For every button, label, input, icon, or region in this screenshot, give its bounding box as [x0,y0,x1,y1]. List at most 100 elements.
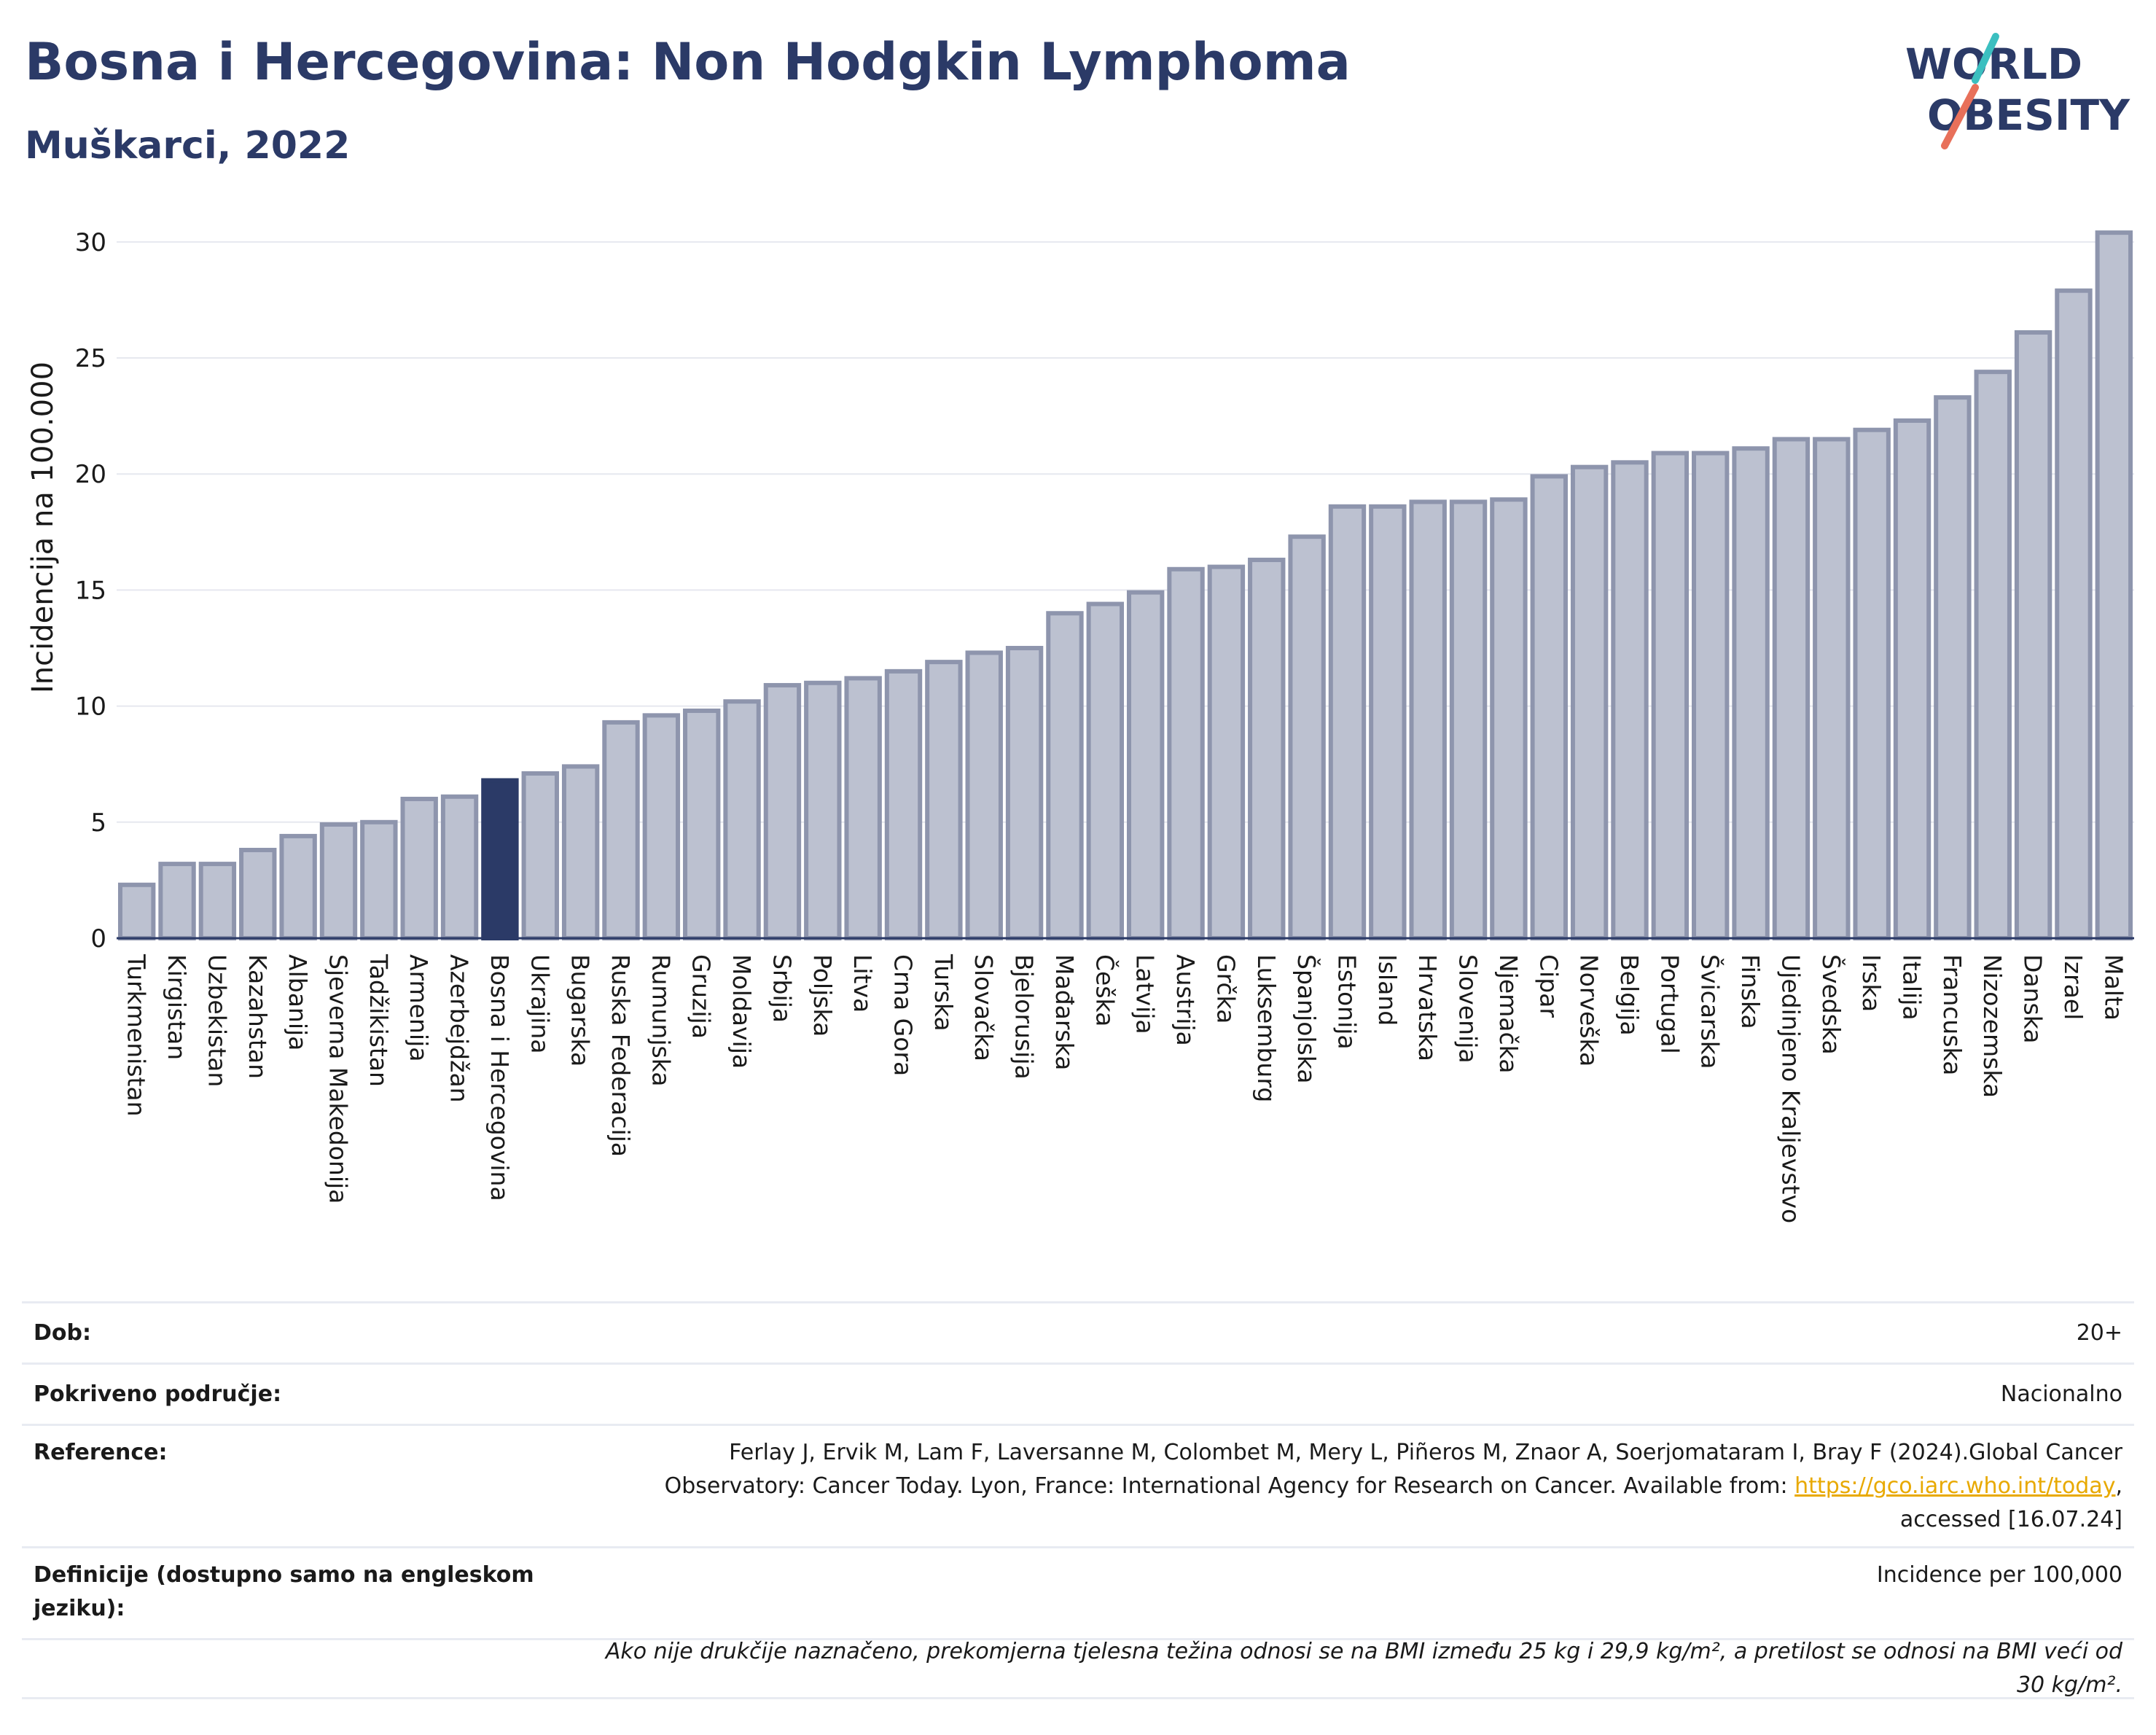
meta-row-note: Ako nije drukčije naznačeno, prekomjerna… [22,1638,2134,1699]
bar [884,668,923,941]
bar [400,796,438,941]
bar [844,676,882,940]
meta-reference-label: Reference: [34,1440,168,1465]
x-tick-label: Bjelorusija [1010,954,1039,1080]
x-tick-label: Austrija [1171,954,1200,1046]
bar [1409,499,1447,940]
x-tick-label: Armenija [405,954,433,1062]
bar [723,699,761,941]
reference-line-3: accessed [16.07.24] [1899,1507,2122,1532]
x-tick-labels: Turkmenistan Kirgistan Uzbekistan Kazahstan… [122,954,2128,1223]
x-tick-label: Belgija [1615,954,1644,1036]
bar [1934,395,1972,940]
logo-slash-coral [1941,84,1979,149]
meta-definitions-label: Definicije (dostupno samo na engleskom j… [34,1562,534,1621]
bar [1530,474,1568,940]
x-tick-label: Izrael [2059,954,2087,1020]
meta-note-text: Ako nije drukčije naznačeno, prekomjerna… [605,1639,2122,1698]
y-tick-label: 0 [90,924,106,954]
bar [1732,446,1770,940]
bar [1813,437,1851,940]
x-tick-label: Ujedinjeno Kraljevstvo [1776,954,1805,1223]
meta-definitions-value: Incidence per 100,000 [1876,1562,2122,1588]
x-tick-label: Latvija [1131,954,1160,1034]
bar [1893,418,1932,940]
reference-text: Observatory: Cancer Today. Lyon, France:… [664,1473,1795,1499]
meta-row-definitions: Definicije (dostupno samo na engleskom j… [22,1546,2134,1638]
y-tick-label: 15 [75,576,106,605]
x-tick-label: Kazahstan [243,954,272,1079]
bar [521,771,559,941]
x-tick-label: Nizozemska [1978,954,2007,1098]
x-tick-label: Turkmenistan [122,954,151,1117]
bar [1490,497,1528,940]
bar [1005,646,1044,940]
x-tick-label: Španjolska [1292,954,1321,1084]
x-tick-label: Grčka [1211,954,1240,1024]
bar [440,794,479,940]
meta-age-label: Dob: [34,1319,91,1346]
x-tick-label: Turska [929,954,958,1032]
x-tick-label: Danska [2019,954,2047,1044]
x-tick-label: Malta [2099,954,2128,1021]
x-tick-label: Crna Gora [889,954,918,1076]
x-tick-label: Albanija [284,954,312,1050]
bar [1772,437,1811,940]
bar [1207,564,1246,940]
x-tick-label: Poljska [808,954,837,1037]
x-tick-label: Slovenija [1454,954,1483,1064]
x-tick-label: Portugal [1655,954,1684,1054]
bar [117,882,156,941]
bar [561,764,600,940]
bar [198,862,237,940]
y-tick-label: 10 [75,693,106,722]
x-tick-label: Gruzija [687,954,716,1039]
x-tick-label: Bugarska [566,954,595,1067]
bar-highlight [481,778,519,941]
x-tick-label: Švicarska [1696,954,1725,1069]
bar [1369,504,1407,940]
x-tick-label: Italija [1898,954,1926,1021]
bar [1288,534,1326,940]
x-tick-label: Tadžikistan [364,954,393,1087]
x-tick-label: Azerbejdžan [445,954,474,1103]
bar [2014,330,2053,940]
x-tick-label: Švedska [1817,954,1846,1055]
x-tick-label: Finska [1736,954,1765,1029]
bar [1086,601,1125,940]
logo-slash-teal [1972,33,1999,84]
bar-chart: 0 5 10 15 20 25 30 Turkmenistan Kirgistan Uzbeki… [26,228,2134,1223]
reference-link[interactable]: https://gco.iarc.who.int/today [1794,1473,2116,1499]
x-tick-label: Sjeverna Makedonija [324,954,352,1204]
bar [1167,566,1205,940]
meta-age-value: 20+ [2076,1319,2122,1346]
bar [360,819,398,940]
x-tick-label: Francuska [1938,954,1966,1075]
x-tick-label: Litva [848,954,877,1013]
bars [117,230,2133,941]
x-tick-label: Češka [1090,954,1120,1026]
x-tick-label: Mađarska [1050,954,1079,1070]
bar [683,708,721,940]
x-tick-label: Estonija [1332,954,1361,1050]
bar [602,720,640,941]
x-tick-label: Srbija [768,954,796,1023]
page-subtitle: Muškarci, 2022 [25,124,351,168]
x-tick-label: Ruska Federacija [606,954,635,1157]
x-tick-label: Norveška [1575,954,1604,1067]
meta-coverage-value: Nacionalno [2000,1381,2122,1407]
bar [1126,590,1165,940]
x-tick-label: Kirgistan [163,954,191,1060]
world-obesity-logo: WORLD OBESITY [1905,33,2130,149]
bar [965,650,1003,940]
bar [1611,460,1649,940]
bar [642,713,681,940]
bar [2055,288,2093,940]
x-tick-label: Ukrajina [526,954,554,1054]
x-tick-label: Rumunjska [647,954,675,1086]
y-tick-label: 20 [75,460,106,489]
x-tick-label: Island [1373,954,1402,1026]
reference-line-1: Ferlay J, Ervik M, Lam F, Laversanne M, … [729,1440,2122,1465]
meta-row-reference: Reference: Ferlay J, Ervik M, Lam F, Lav… [22,1424,2134,1546]
x-tick-label: Uzbekistan [203,954,231,1087]
